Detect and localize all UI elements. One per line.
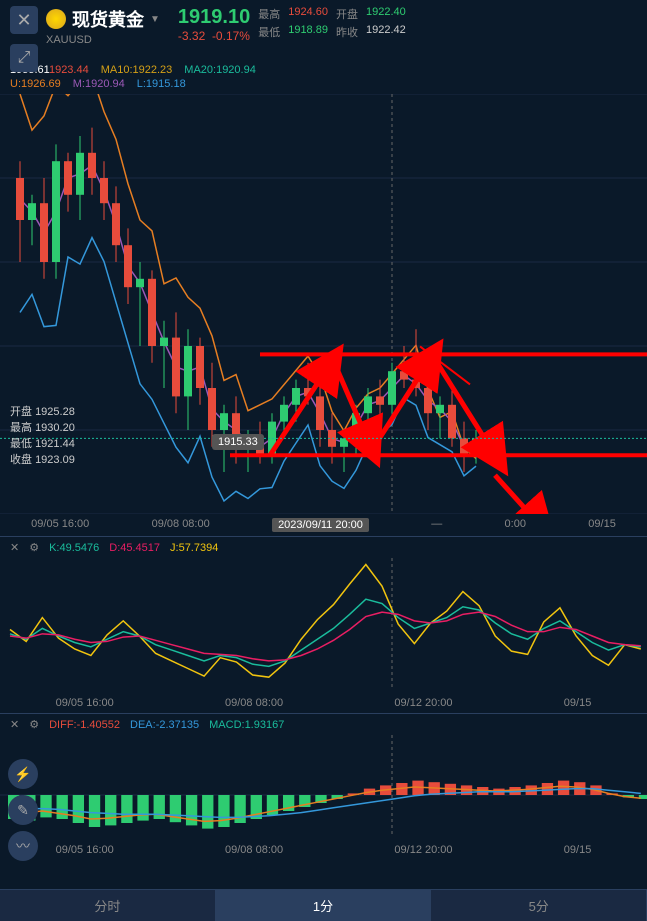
close-button[interactable]: ✕ (10, 6, 38, 34)
symbol: XAUUSD (46, 34, 160, 46)
macd-settings-icon[interactable]: ⚙ (29, 718, 39, 731)
ohlc-tooltip: 开盘 1925.28 最高 1930.20 最低 1921.44 收盘 1923… (10, 404, 75, 468)
crosshair-time: 2023/09/11 20:00 (272, 518, 369, 532)
macd-panel: ✕ ⚙ DIFF:-1.40552 DEA:-2.37135 MACD:1.93… (0, 713, 647, 860)
macd-val: MACD:1.93167 (209, 719, 284, 731)
ma-row: 1955.611923.44 MA10:1922.23 MA20:1920.94 (0, 62, 647, 78)
kdj-panel: ✕ ⚙ K:49.5476 D:45.4517 J:57.7394 09/05 … (0, 536, 647, 713)
tf-tick[interactable]: 分时 (0, 890, 216, 921)
wave-tool-icon[interactable]: 〰 (8, 831, 38, 861)
indicator-tool-icon[interactable]: ⚡ (8, 759, 38, 789)
kdj-d: D:45.4517 (109, 542, 160, 554)
macd-diff: DIFF:-1.40552 (49, 719, 120, 731)
ohlc-stats: 最高 1924.60 开盘 1922.40 最低 1918.89 昨收 1922… (258, 6, 406, 40)
gold-icon (46, 9, 66, 29)
kdj-k: K:49.5476 (49, 542, 99, 554)
kdj-close-icon[interactable]: ✕ (10, 541, 19, 554)
header: ✕ 现货黄金 ▼ XAUUSD 1919.10 -3.32 -0.17% 最高 … (0, 0, 647, 52)
main-chart[interactable]: 开盘 1925.28 最高 1930.20 最低 1921.44 收盘 1923… (0, 94, 647, 514)
expand-button[interactable]: ⤢ (10, 44, 38, 72)
tf-1min[interactable]: 1分 (216, 890, 432, 921)
tf-5min[interactable]: 5分 (431, 890, 647, 921)
main-x-axis: 09/05 16:00 09/08 08:00 2023/09/11 20:00… (0, 514, 647, 536)
last-price: 1919.10 (178, 6, 250, 29)
timeframe-bar: 分时 1分 5分 (0, 889, 647, 921)
macd-dea: DEA:-2.37135 (130, 719, 199, 731)
price-tag: 1915.33 (212, 434, 264, 450)
boll-row: U:1926.69 M:1920.94 L:1915.18 (0, 78, 647, 90)
kdj-j: J:57.7394 (170, 542, 218, 554)
price-change: -3.32 -0.17% (178, 29, 250, 43)
instrument-title: 现货黄金 (72, 6, 144, 32)
kdj-settings-icon[interactable]: ⚙ (29, 541, 39, 554)
macd-close-icon[interactable]: ✕ (10, 718, 19, 731)
side-tools: ⚡ ✎ 〰 (8, 759, 38, 861)
dropdown-icon[interactable]: ▼ (150, 14, 160, 25)
draw-tool-icon[interactable]: ✎ (8, 795, 38, 825)
